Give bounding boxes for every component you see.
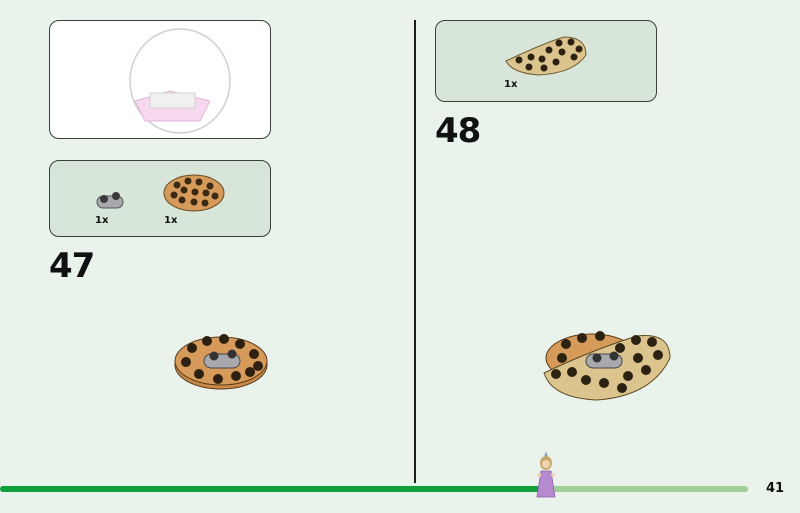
half-round-tan-plate-icon [505, 36, 587, 76]
page-divider [414, 20, 416, 483]
part-quantity: 1x [95, 215, 109, 226]
build-progress-bar [0, 486, 748, 492]
dome-assembly-image [129, 28, 231, 134]
part-quantity: 1x [504, 79, 518, 90]
step-48-assembly-image [543, 331, 671, 401]
part-quantity: 1x [164, 215, 178, 226]
step-47-assembly-image [174, 334, 268, 390]
parts-callout-step-47: 1x 1x [49, 160, 271, 237]
page-number: 41 [766, 481, 785, 496]
step-number-48: 48 [435, 111, 481, 151]
previous-assembly-callout [49, 20, 271, 139]
gray-plate-1x2-icon [96, 192, 124, 209]
build-progress-fill [0, 486, 547, 492]
step-number-47: 47 [49, 246, 95, 286]
round-plate-4x4-icon [163, 174, 225, 212]
minifigure-princess-icon [536, 451, 556, 498]
parts-callout-step-48: 1x [435, 20, 657, 102]
